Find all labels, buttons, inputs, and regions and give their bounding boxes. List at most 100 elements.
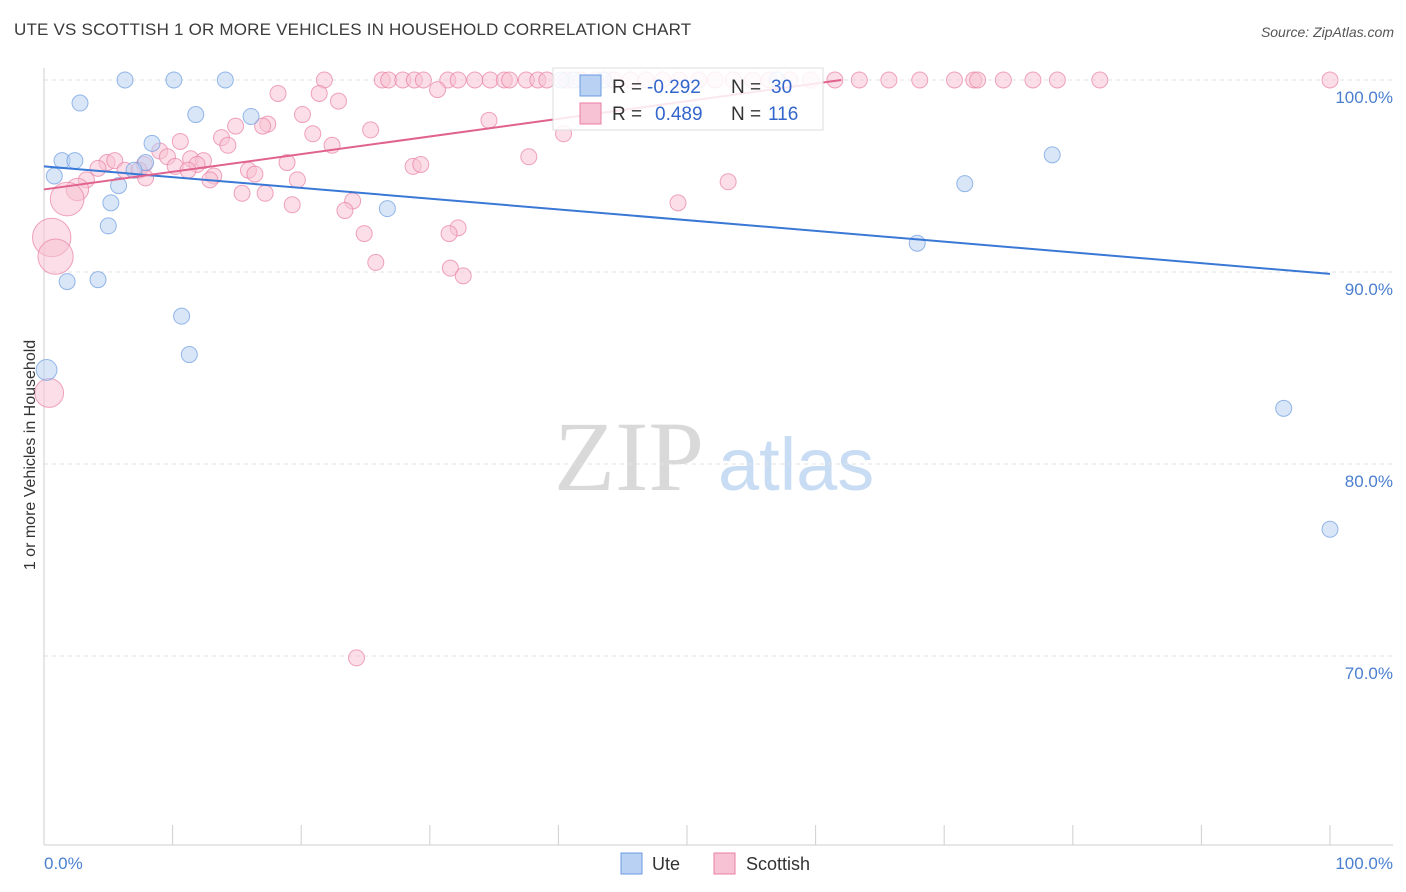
scottish-point <box>481 71 499 89</box>
scottish-point <box>911 71 929 89</box>
scottish-point <box>501 71 519 89</box>
stats-legend: R = -0.292 N = 30 R = 0.489 N = 116 <box>552 67 824 131</box>
ute-point <box>89 271 107 289</box>
scottish-point <box>293 106 311 124</box>
scottish-point <box>1091 71 1109 89</box>
ute-point <box>956 175 974 193</box>
scottish-point <box>945 71 963 89</box>
ute-point <box>66 152 84 170</box>
scottish-point <box>449 71 467 89</box>
scottish-point <box>304 125 322 143</box>
scottish-point <box>310 84 328 102</box>
scottish-point <box>347 649 365 667</box>
scottish-point <box>1024 71 1042 89</box>
ute-point <box>102 194 120 212</box>
y-axis-title: 1 or more Vehicles in Household <box>22 340 39 570</box>
scottish-point <box>719 173 737 191</box>
scottish-point <box>367 253 385 271</box>
ute-point <box>45 167 63 185</box>
scottish-legend-swatch <box>579 102 602 125</box>
scottish-point <box>49 181 85 217</box>
ute-point <box>173 307 191 325</box>
axes <box>43 68 1393 846</box>
ute-point <box>71 94 89 112</box>
scottish-point <box>283 196 301 214</box>
scottish-point <box>1048 71 1066 89</box>
y-tick-label-80: 80.0% <box>1345 472 1393 491</box>
ute-r-value: -0.292 <box>647 77 701 98</box>
scottish-r-value: 0.489 <box>655 104 703 125</box>
scottish-point <box>288 171 306 189</box>
scottish-point <box>336 202 354 220</box>
scottish-point <box>669 194 687 212</box>
ute-point <box>180 346 198 364</box>
y-tick-labels: 100.0% 90.0% 80.0% 70.0% <box>1335 88 1393 683</box>
x-tick-label-100: 100.0% <box>1335 854 1393 873</box>
ute-legend-swatch <box>579 74 602 97</box>
ute-point <box>99 217 117 235</box>
scottish-point <box>380 71 398 89</box>
ute-point <box>187 106 205 124</box>
scottish-n-label: N = <box>731 104 761 125</box>
series-legend: Ute Scottish <box>620 852 810 875</box>
scottish-point <box>362 121 380 139</box>
scottish-point <box>246 165 264 183</box>
ute-point <box>1275 399 1293 417</box>
scottish-point <box>412 155 430 173</box>
ute-bottom-swatch <box>620 852 643 875</box>
scottish-point <box>37 238 74 275</box>
scottish-point <box>880 71 898 89</box>
ute-point <box>378 200 396 218</box>
ute-point <box>216 71 234 89</box>
ute-point <box>242 107 260 125</box>
x-tick-label-0: 0.0% <box>44 854 83 873</box>
scottish-point <box>440 225 458 243</box>
ute-trend-line <box>43 165 1331 275</box>
scottish-points <box>32 71 1339 667</box>
scottish-point <box>329 92 347 110</box>
scottish-point <box>254 117 272 135</box>
scottish-point <box>355 225 373 243</box>
scottish-point <box>480 111 498 129</box>
scottish-bottom-label: Scottish <box>746 854 810 874</box>
ute-point <box>1321 520 1339 538</box>
ute-point <box>1043 146 1061 164</box>
scottish-point <box>89 159 107 177</box>
ute-n-value: 30 <box>771 77 792 98</box>
scottish-point <box>466 71 484 89</box>
ute-point <box>116 71 134 89</box>
scottish-point <box>994 71 1012 89</box>
scottish-n-value: 116 <box>768 104 798 125</box>
ute-point <box>110 177 128 195</box>
scottish-point <box>850 71 868 89</box>
ute-point <box>165 71 183 89</box>
ute-n-label: N = <box>731 77 761 98</box>
scottish-point <box>256 184 274 202</box>
scottish-point <box>1321 71 1339 89</box>
scottish-point <box>969 71 987 89</box>
scottish-point <box>441 259 459 277</box>
scottish-point <box>219 136 237 154</box>
chart-source: Source: ZipAtlas.com <box>1260 24 1394 40</box>
scottish-bottom-swatch <box>713 852 736 875</box>
ute-point <box>908 234 926 252</box>
scottish-point <box>171 132 189 150</box>
scottish-point <box>278 154 296 172</box>
ute-point <box>143 134 161 152</box>
scottish-point <box>34 378 65 408</box>
scottish-point <box>414 71 432 89</box>
watermark-zip: ZIP <box>554 401 704 512</box>
ute-bottom-label: Ute <box>652 854 680 874</box>
scottish-r-label: R = <box>612 104 642 125</box>
scottish-point <box>454 267 472 285</box>
scottish-point <box>429 81 447 99</box>
scottish-point <box>227 117 245 135</box>
ute-point <box>58 273 76 291</box>
ute-point <box>35 359 58 381</box>
scottish-point <box>520 148 538 166</box>
ute-r-label: R = <box>612 77 642 98</box>
y-tick-label-90: 90.0% <box>1345 280 1393 299</box>
y-tick-label-100: 100.0% <box>1335 88 1393 107</box>
scottish-point <box>233 184 251 202</box>
